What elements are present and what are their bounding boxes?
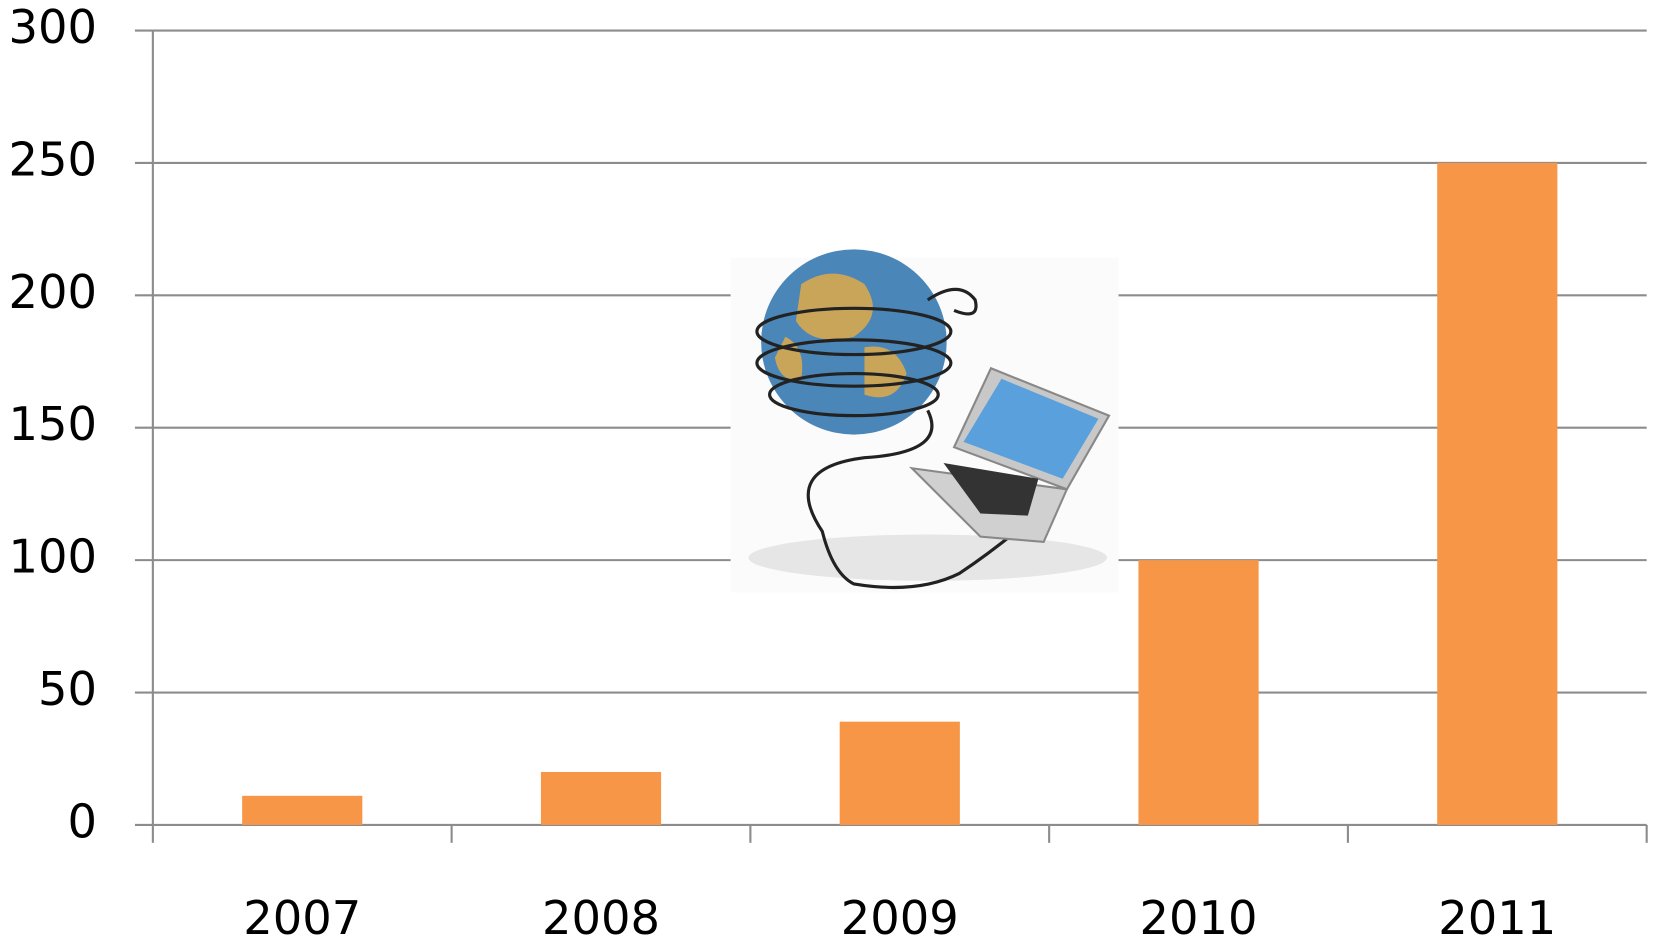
y-tick-label: 250	[8, 132, 97, 186]
plot-area: 0 50 100 150 200 250 300 2007 2008 2009 2010 2011	[8, 0, 1648, 945]
bar	[242, 795, 363, 825]
illustration	[730, 249, 1119, 593]
y-tick-label: 0	[67, 794, 97, 848]
y-tick-label: 150	[8, 397, 97, 451]
x-tick-label: 2008	[542, 891, 660, 945]
x-tick-label: 2007	[243, 891, 361, 945]
y-tick-label: 50	[38, 662, 97, 716]
x-tick-label: 2009	[841, 891, 959, 945]
y-tick-label: 300	[8, 0, 97, 54]
laptop	[908, 366, 1111, 544]
bar	[1138, 560, 1259, 825]
x-tick-label: 2010	[1140, 891, 1258, 945]
x-tick-label: 2011	[1438, 891, 1556, 945]
cable	[755, 287, 1024, 590]
y-tick-label: 200	[8, 265, 97, 319]
y-tick-label: 100	[8, 530, 97, 584]
bar	[540, 771, 662, 825]
continents	[774, 273, 907, 398]
bar	[839, 721, 960, 825]
shadow	[748, 534, 1107, 581]
bar	[1437, 162, 1558, 825]
